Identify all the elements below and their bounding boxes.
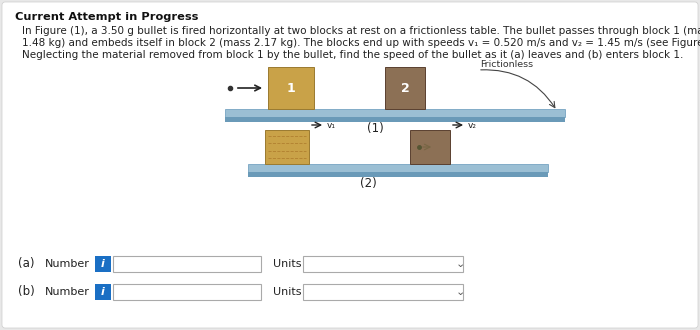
Text: (a): (a) <box>18 257 34 271</box>
Text: Units: Units <box>273 287 302 297</box>
Bar <box>113 256 261 272</box>
Text: ⌄: ⌄ <box>455 287 465 297</box>
Bar <box>95 256 111 272</box>
Text: Number: Number <box>45 287 90 297</box>
Text: Number: Number <box>45 259 90 269</box>
Text: In Figure (1), a 3.50 g bullet is fired horizontally at two blocks at rest on a : In Figure (1), a 3.50 g bullet is fired … <box>22 26 700 36</box>
Text: (b): (b) <box>18 285 35 299</box>
Text: Units: Units <box>273 259 302 269</box>
Text: (1): (1) <box>367 122 384 135</box>
Bar <box>113 284 261 300</box>
Bar <box>303 284 463 300</box>
Text: Frictionless: Frictionless <box>480 60 533 69</box>
Bar <box>225 109 565 117</box>
Text: 2: 2 <box>400 82 410 94</box>
Text: i: i <box>101 287 105 297</box>
Text: (2): (2) <box>360 177 377 190</box>
Bar <box>268 67 314 109</box>
Bar <box>248 172 548 177</box>
Bar <box>225 117 565 122</box>
Bar <box>248 164 548 172</box>
Text: ⌄: ⌄ <box>455 259 465 269</box>
Text: v₁: v₁ <box>327 120 336 129</box>
Text: i: i <box>101 259 105 269</box>
Text: Neglecting the material removed from block 1 by the bullet, find the speed of th: Neglecting the material removed from blo… <box>22 50 683 60</box>
Bar <box>385 67 425 109</box>
Bar <box>265 130 309 164</box>
Text: v₂: v₂ <box>468 120 477 129</box>
Bar <box>303 256 463 272</box>
Text: 1.48 kg) and embeds itself in block 2 (mass 2.17 kg). The blocks end up with spe: 1.48 kg) and embeds itself in block 2 (m… <box>22 38 700 48</box>
Text: 1: 1 <box>286 82 295 94</box>
Text: Current Attempt in Progress: Current Attempt in Progress <box>15 12 198 22</box>
Bar <box>410 130 450 164</box>
Bar <box>95 284 111 300</box>
